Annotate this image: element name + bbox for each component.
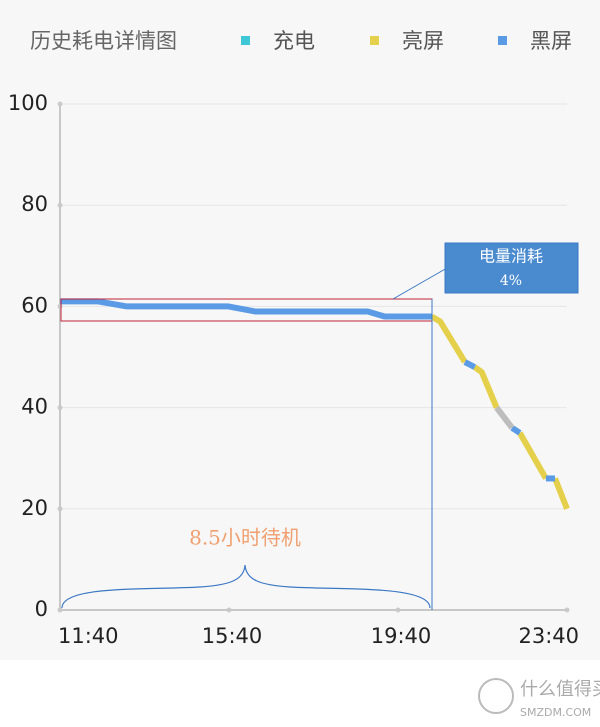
chart-background [0, 0, 600, 660]
legend-label: 黑屏 [530, 29, 572, 53]
line-segment [473, 364, 500, 409]
y-tick-label: 60 [21, 293, 48, 317]
watermark-logo [478, 678, 514, 714]
watermark-name: 什么值得买 [520, 679, 600, 700]
line-segment [510, 425, 522, 436]
callout-line [392, 267, 448, 300]
legend-swatch [370, 36, 379, 45]
line-segment [517, 431, 549, 480]
chart-title: 历史耗电详情图 [30, 29, 177, 53]
legend-swatch [498, 36, 507, 45]
legend-label: 充电 [273, 29, 315, 53]
line-segment [552, 477, 570, 510]
legend-label: 亮屏 [402, 29, 444, 53]
y-tick-label: 40 [21, 395, 48, 419]
line-segment [60, 298, 432, 320]
y-tick-label: 100 [8, 91, 48, 115]
legend-swatch [241, 36, 250, 45]
x-tick-label: 23:40 [518, 624, 579, 648]
y-tick-label: 20 [21, 496, 48, 520]
watermark-site: SMZDM.COM [520, 706, 591, 719]
y-tick-label: 80 [21, 192, 48, 216]
line-segment [430, 313, 468, 364]
standby-label: 8.5小时待机 [189, 526, 301, 550]
callout-value: 4% [500, 273, 522, 289]
x-tick-label: 19:40 [371, 624, 432, 648]
plot [60, 298, 570, 510]
line-segment [463, 359, 477, 370]
brace [61, 564, 431, 609]
callout-box [444, 242, 579, 294]
y-tick-label: 0 [35, 597, 48, 621]
callout-label: 电量消耗 [479, 247, 543, 266]
legend: 充电 亮屏 黑屏 [241, 29, 572, 53]
line-segment [494, 405, 515, 430]
x-tick-label: 11:40 [58, 624, 119, 648]
x-tick-label: 15:40 [202, 624, 263, 648]
